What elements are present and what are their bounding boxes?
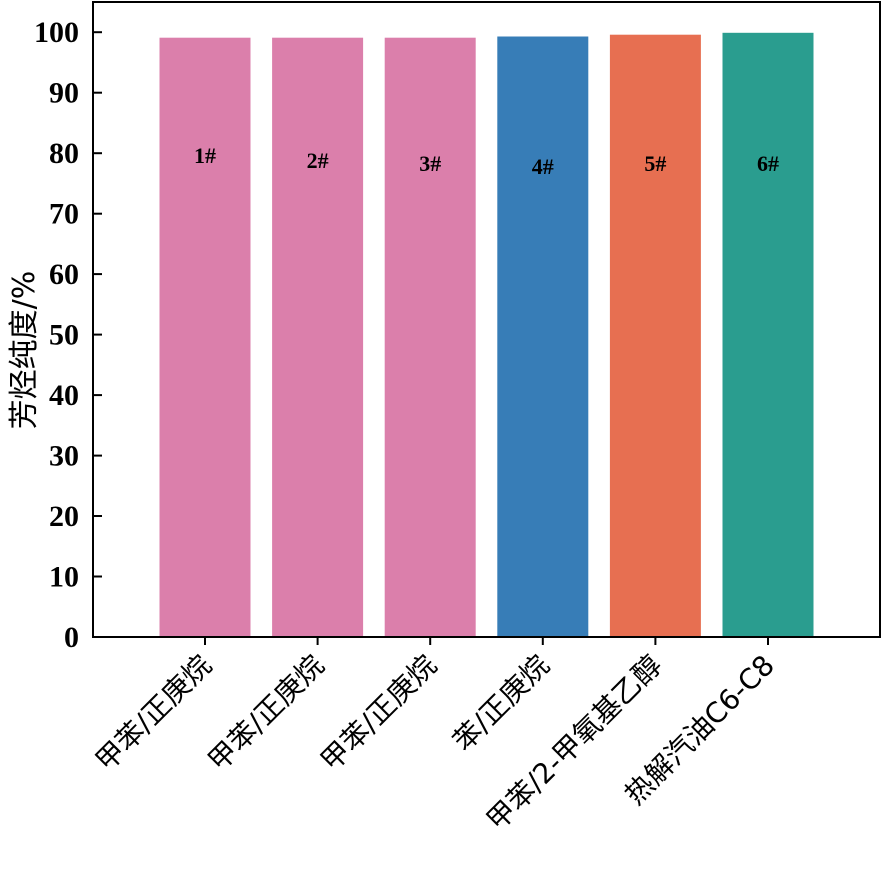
y-axis-title: 芳烃纯度/%	[7, 271, 42, 430]
bar-3	[384, 37, 476, 637]
bar-labels-group: 1# 2# 3# 4# 5# 6#	[194, 143, 779, 179]
bar-2	[272, 37, 364, 637]
y-tick-label-40: 40	[49, 379, 79, 412]
x-axis-ticks	[204, 637, 769, 645]
bar-6	[722, 32, 814, 638]
plot-frame	[92, 1, 881, 638]
y-tick-label-20: 20	[49, 500, 79, 533]
y-tick-label-30: 30	[49, 440, 79, 473]
y-tick-label-60: 60	[49, 258, 79, 291]
x-category-label-3: 甲苯/正庚烷	[314, 649, 443, 778]
x-category-label-2: 甲苯/正庚烷	[202, 649, 331, 778]
bar-label-5: 5#	[644, 151, 666, 176]
bars-group	[159, 32, 814, 638]
x-category-label-4: 苯/正庚烷	[447, 649, 556, 758]
y-tick-label-50: 50	[49, 319, 79, 352]
y-tick-label-90: 90	[49, 77, 79, 110]
bar-label-1: 1#	[194, 143, 216, 168]
bar-5	[609, 34, 701, 637]
y-tick-label-70: 70	[49, 198, 79, 231]
bar-label-6: 6#	[757, 151, 779, 176]
y-axis-ticks: 0 10 20 30 40 50 60 70 80 90 100	[34, 16, 102, 654]
bar-4	[497, 36, 589, 637]
bar-label-4: 4#	[532, 154, 554, 179]
bar-1	[159, 37, 251, 637]
bar-label-2: 2#	[307, 148, 329, 173]
bar-label-3: 3#	[419, 151, 441, 176]
y-tick-label-0: 0	[64, 621, 79, 654]
y-tick-label-100: 100	[34, 16, 79, 49]
x-category-label-1: 甲苯/正庚烷	[89, 649, 218, 778]
y-tick-label-10: 10	[49, 561, 79, 594]
y-tick-label-80: 80	[49, 137, 79, 170]
